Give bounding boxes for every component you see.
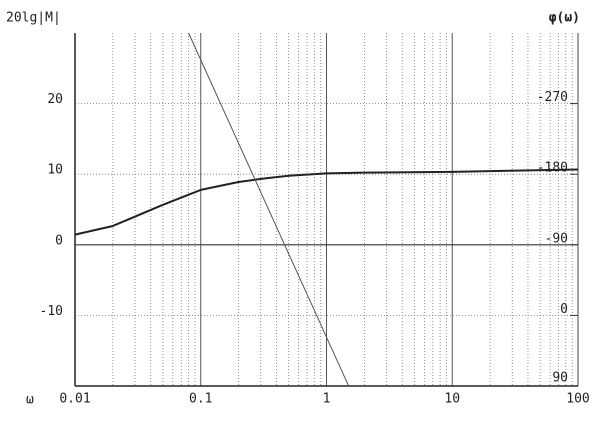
y2-tick-label: 0	[560, 302, 568, 317]
x-axis-label: ω	[26, 393, 34, 408]
y-tick-label: 20	[47, 92, 63, 107]
y-tick-label: -10	[40, 304, 63, 319]
y-tick-label: 10	[47, 163, 63, 178]
x-tick-label: 100	[566, 392, 589, 407]
y2-axis-label: φ(ω)	[549, 11, 580, 26]
x-tick-label: 0.01	[59, 392, 90, 407]
y2-tick-label: -180	[537, 161, 568, 176]
x-tick-label: 1	[323, 392, 331, 407]
y-axis-label: 20lg|M|	[6, 11, 61, 26]
x-tick-label: 10	[444, 392, 460, 407]
y2-tick-label: 90	[552, 371, 568, 386]
y-tick-label: 0	[55, 233, 63, 248]
series-line	[74, 168, 579, 236]
y2-tick-label: -90	[545, 231, 568, 246]
series-line	[188, 32, 350, 387]
y2-tick-label: -270	[537, 90, 568, 105]
x-tick-label: 0.1	[189, 392, 212, 407]
